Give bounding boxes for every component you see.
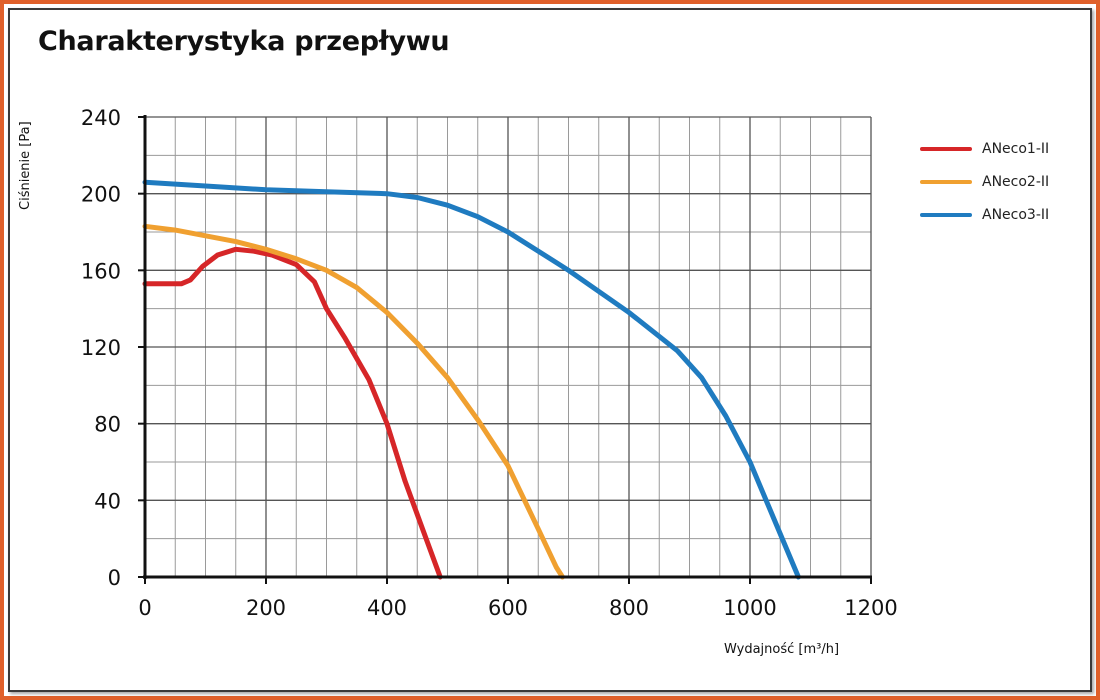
series-layer (142, 179, 801, 580)
tick-labels: 0 200 400 600 800 1000 1200 0 40 80 120 160 200 240 (81, 106, 898, 620)
legend-label: ANeco3-II (982, 206, 1050, 223)
legend-swatch (920, 146, 972, 151)
x-axis-title-text: Wydajność (724, 642, 799, 657)
legend-label: ANeco1-II (982, 140, 1050, 157)
y-tick-label: 240 (81, 106, 121, 130)
x-tick-label: 800 (609, 596, 649, 620)
major-grid (144, 116, 872, 578)
series-line-ANeco3-II (142, 179, 801, 580)
y-tick-label: 80 (94, 413, 121, 437)
series-line-ANeco2-II (142, 223, 565, 580)
y-tick-label: 200 (81, 183, 121, 207)
y-tick-label: 160 (81, 259, 121, 283)
x-axis-title: Wydajność [m³/h] (724, 642, 839, 657)
legend: ANeco1-II ANeco2-II ANeco3-II (920, 132, 1049, 231)
x-tick-label: 1200 (844, 596, 897, 620)
chart-title: Charakterystyka przepływu (38, 26, 450, 57)
x-tick-label: 600 (488, 596, 528, 620)
x-tick-label: 400 (367, 596, 407, 620)
x-tick-label: 0 (138, 596, 151, 620)
legend-item: ANeco2-II (920, 165, 1049, 198)
x-tick-label: 200 (246, 596, 286, 620)
y-axis-title: Ciśnienie [Pa] (18, 121, 33, 210)
axes (138, 115, 872, 584)
x-tick-label: 1000 (723, 596, 776, 620)
x-axis-unit: [m³/h] (798, 642, 840, 657)
series-line-ANeco1-II (142, 246, 443, 580)
legend-swatch (920, 212, 972, 217)
legend-label: ANeco2-II (982, 173, 1050, 190)
legend-item: ANeco1-II (920, 132, 1049, 165)
y-tick-label: 120 (81, 336, 121, 360)
legend-item: ANeco3-II (920, 198, 1049, 231)
y-tick-label: 40 (94, 489, 121, 513)
y-tick-label: 0 (108, 566, 121, 590)
legend-swatch (920, 179, 972, 184)
